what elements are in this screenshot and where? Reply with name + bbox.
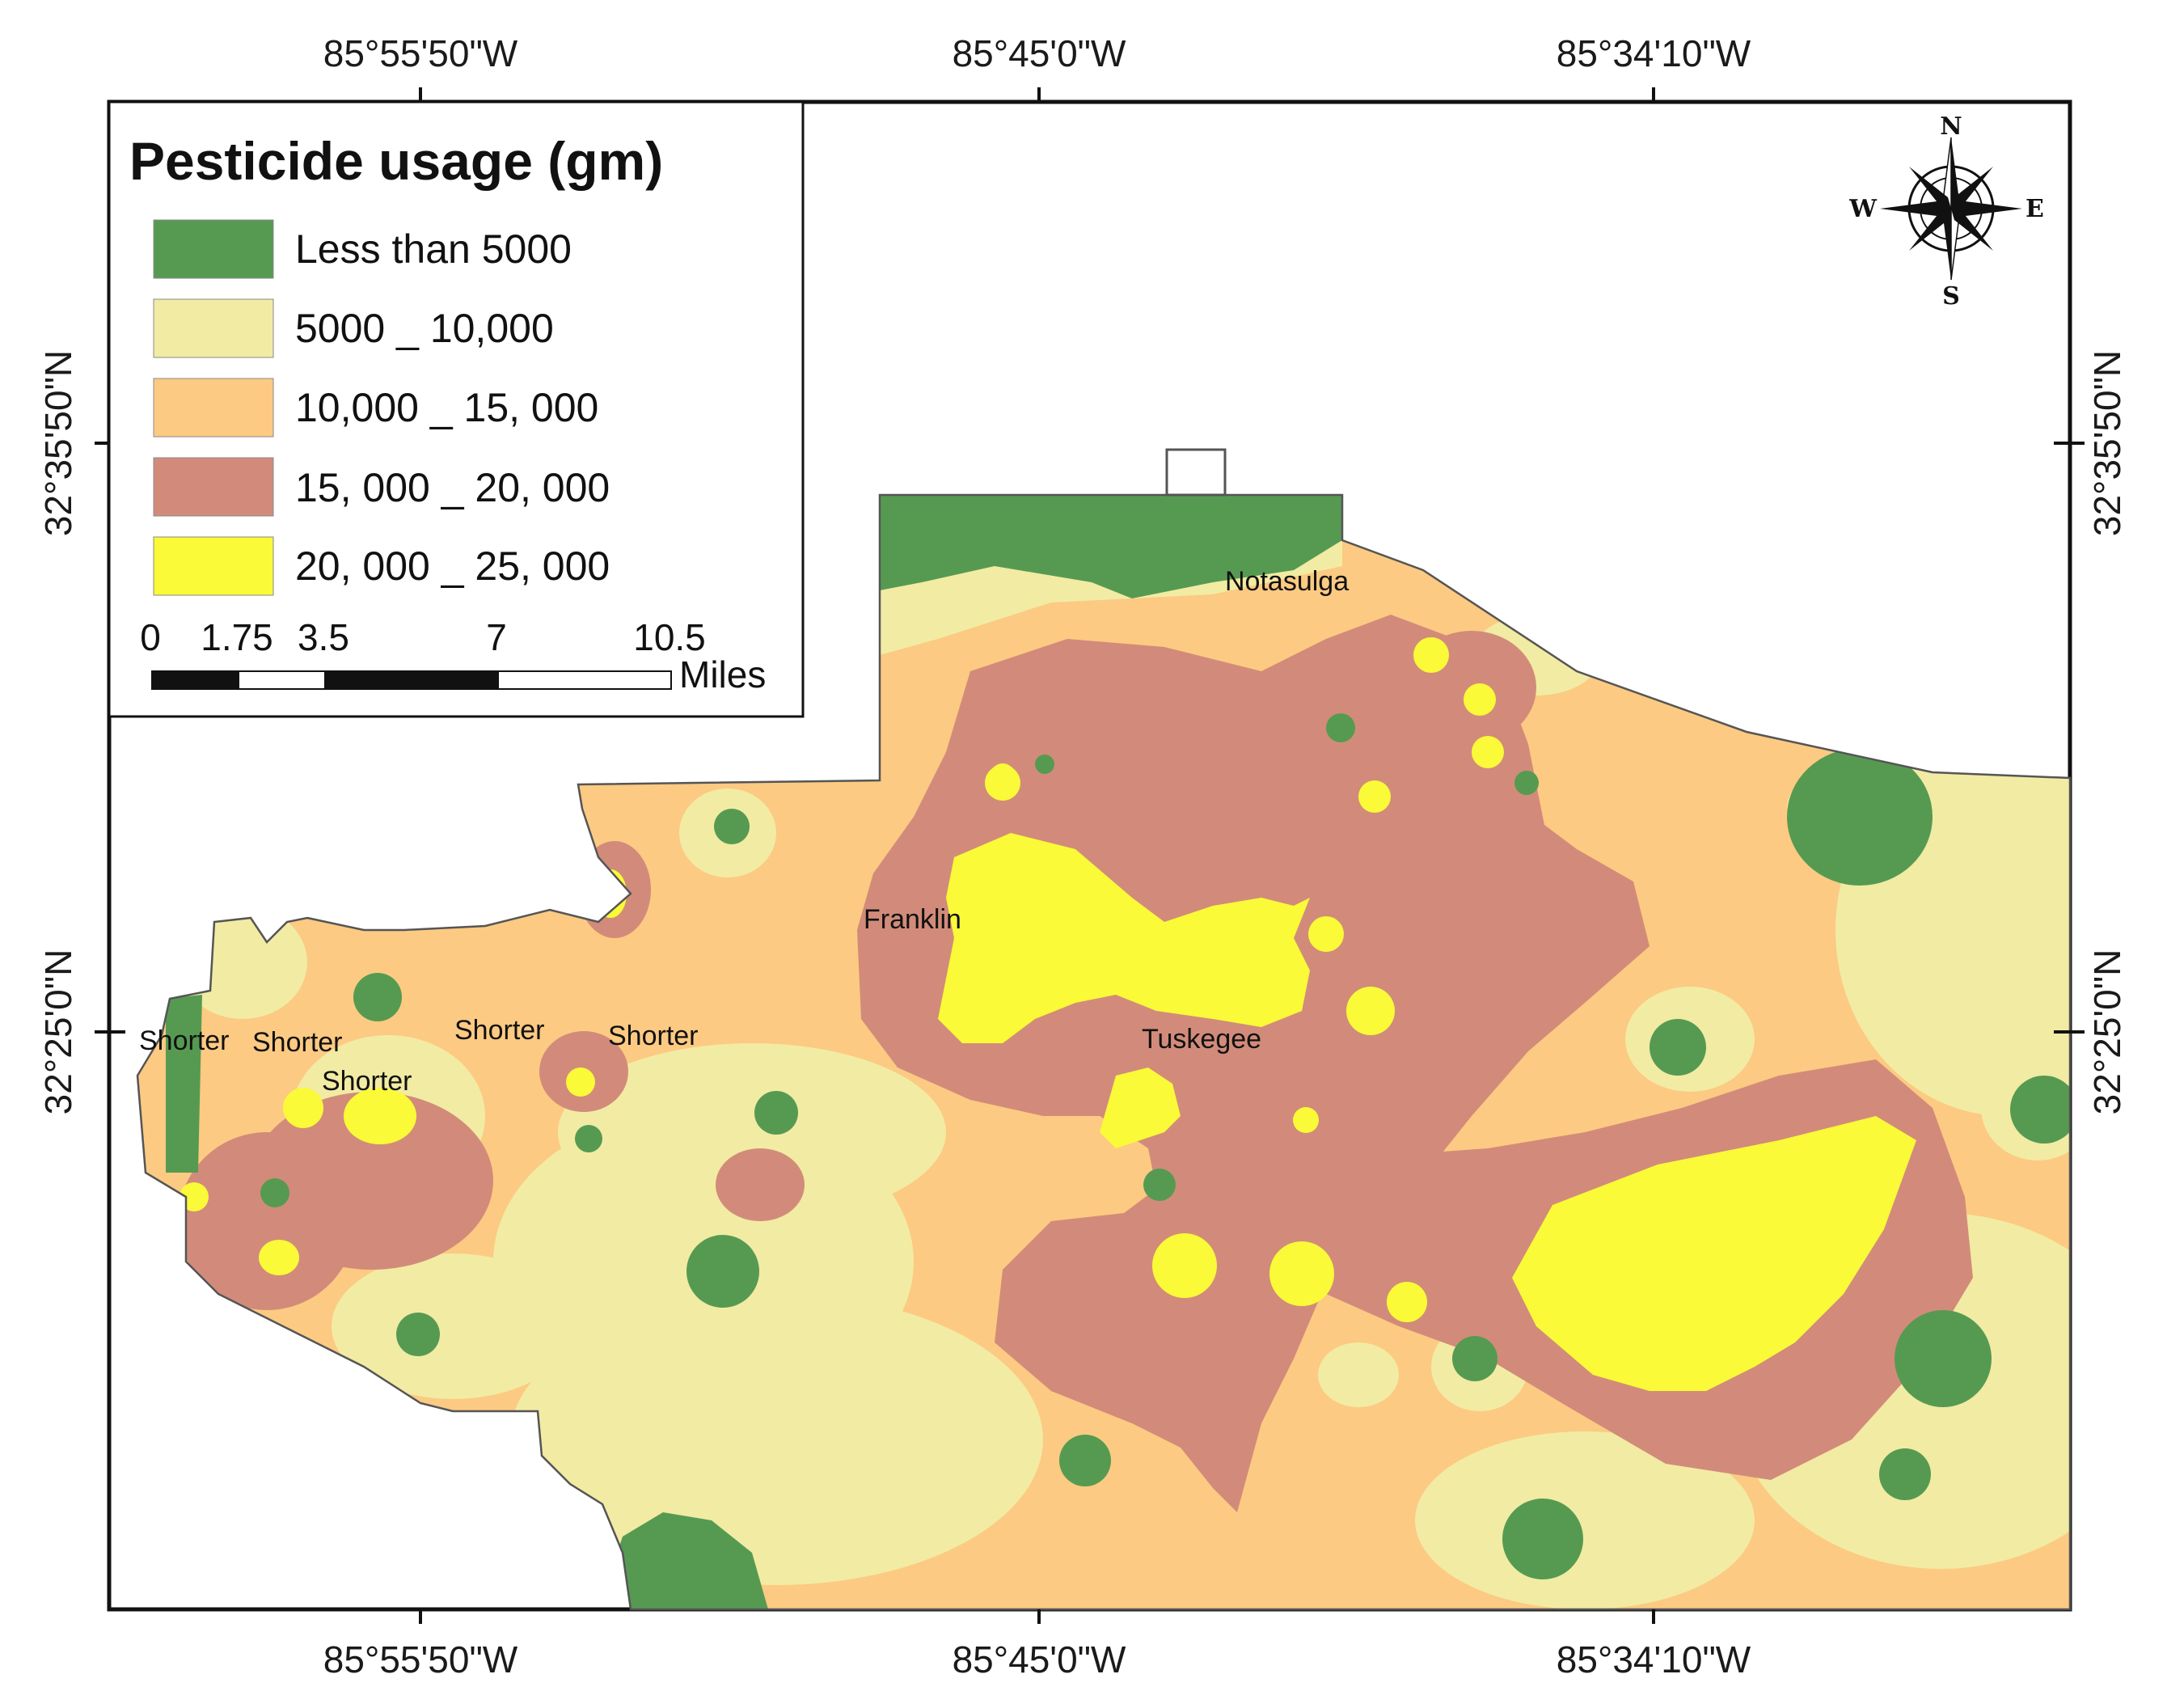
legend-label-1: Less than 5000 <box>295 226 572 272</box>
scale-bar: 0 1.75 3.5 7 10.5 Miles <box>140 616 766 695</box>
compass-n: N <box>1940 112 1962 141</box>
scale-tick-3: 7 <box>486 616 507 658</box>
latitude-label-left-2: 32°25'0"N <box>37 949 79 1115</box>
legend: Pesticide usage (gm) Less than 5000 5000… <box>108 100 805 718</box>
study-area-boundary <box>136 493 2072 1611</box>
place-label-tuskegee: Tuskegee <box>1142 1024 1261 1055</box>
compass-e: E <box>2025 195 2044 223</box>
legend-swatch-3 <box>153 378 274 438</box>
legend-label-5: 20, 000 _ 25, 000 <box>295 543 610 589</box>
longitude-label-top-3: 85°34'10"W <box>1557 32 1751 74</box>
legend-label-2: 5000 _ 10,000 <box>295 306 554 351</box>
place-label-shorter-3: Shorter <box>454 1015 545 1046</box>
place-label-shorter-4: Shorter <box>608 1021 699 1051</box>
legend-swatch-1 <box>153 219 274 279</box>
legend-swatch-4 <box>153 457 274 517</box>
longitude-label-bottom-2: 85°45'0"W <box>953 1638 1126 1681</box>
compass-s: S <box>1942 282 1960 311</box>
latitude-label-left-1: 32°35'50"N <box>37 350 79 536</box>
scale-unit: Miles <box>679 653 766 695</box>
latitude-label-right-1: 32°35'50"N <box>2086 350 2128 536</box>
longitude-label-bottom-1: 85°55'50"W <box>323 1638 518 1681</box>
scale-tick-1: 1.75 <box>201 616 273 658</box>
scale-tick-2: 3.5 <box>298 616 349 658</box>
legend-swatch-2 <box>153 298 274 358</box>
legend-swatch-5 <box>153 536 274 596</box>
legend-label-4: 15, 000 _ 20, 000 <box>295 465 610 510</box>
longitude-label-top-2: 85°45'0"W <box>953 32 1126 74</box>
legend-label-3: 10,000 _ 15, 000 <box>295 385 598 430</box>
legend-title: Pesticide usage (gm) <box>129 131 663 191</box>
graticule-ticks <box>95 87 2085 1624</box>
place-label-shorter-1: Shorter <box>139 1025 230 1056</box>
zones-20000-25000 <box>180 637 1916 1391</box>
place-label-shorter-5: Shorter <box>322 1066 412 1097</box>
zones-less-than-5000 <box>166 495 2070 1609</box>
boundary-notch <box>1165 448 1227 497</box>
longitude-label-bottom-3: 85°34'10"W <box>1557 1638 1751 1681</box>
scale-tick-4: 10.5 <box>633 616 706 658</box>
compass-rose-icon: N S E W <box>1848 112 2044 311</box>
compass-w: W <box>1848 195 1878 223</box>
place-label-shorter-2: Shorter <box>252 1027 343 1058</box>
place-label-notasulga: Notasulga <box>1225 566 1349 597</box>
longitude-label-top-1: 85°55'50"W <box>323 32 518 74</box>
scale-tick-0: 0 <box>140 616 161 658</box>
latitude-label-right-2: 32°25'0"N <box>2086 949 2128 1115</box>
place-label-franklin: Franklin <box>864 904 961 935</box>
